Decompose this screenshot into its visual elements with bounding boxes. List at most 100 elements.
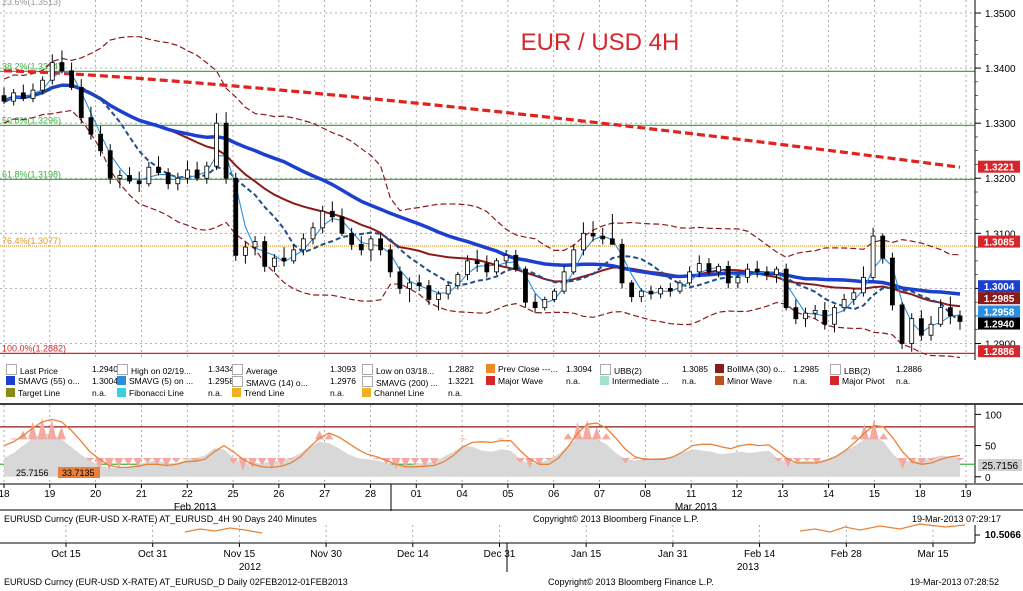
legend-value: 1.3434 (208, 364, 234, 374)
candle-body (204, 165, 210, 179)
legend-item: Major Wave (486, 376, 543, 387)
candle-body (677, 282, 683, 292)
mini-year-label: 2013 (737, 562, 760, 573)
legend-label: SMAVG (55) o... (18, 376, 80, 386)
mini-series-right (799, 523, 966, 533)
legend-label: High on 02/19... (131, 366, 192, 376)
osc-y-tick-label: 0 (985, 473, 991, 484)
legend-swatch (6, 388, 15, 397)
candle-body (271, 257, 277, 267)
osc-d-line (3, 418, 961, 469)
legend-value: 1.3004 (92, 376, 118, 386)
candle-body (300, 238, 306, 251)
candle-body (503, 254, 509, 262)
candle-body (783, 268, 789, 309)
candle-body (40, 79, 46, 91)
legend-swatch (362, 376, 373, 387)
candle-body (69, 70, 74, 88)
osc-overbought-fill (9, 417, 889, 440)
candle-body (339, 216, 345, 234)
upper-bollinger-band (3, 36, 961, 258)
x-tick-label: 14 (823, 489, 835, 500)
legend-swatch (362, 388, 371, 397)
legend-item: UBB(2) (600, 364, 642, 377)
legend-item: SMAVG (5) on ... (117, 376, 193, 387)
legend-swatch (830, 364, 841, 375)
legend-swatch (362, 364, 373, 375)
candle-body (513, 254, 519, 270)
price-tag (978, 345, 1020, 358)
legend-swatch (486, 376, 495, 385)
legend-label: BollMA (30) o... (727, 364, 786, 374)
candle-body (262, 241, 268, 267)
price-tag-label: 1.2985 (984, 294, 1015, 305)
legend-label: Channel Line (374, 388, 425, 398)
candle-body (938, 307, 944, 325)
candle-body (416, 282, 422, 287)
candle-body (291, 249, 297, 262)
legend-label: Average (246, 366, 278, 376)
candle-body (822, 310, 828, 325)
legend-item: Intermediate ... (600, 376, 669, 387)
legend-item: Channel Line (362, 388, 424, 399)
candle-body (426, 285, 432, 300)
candle-body (899, 304, 905, 344)
legend-value: n.a. (566, 376, 581, 386)
fib-label: 50.0%(1.3296) (2, 115, 61, 125)
candle-body (774, 268, 779, 276)
x-tick-label: 11 (686, 489, 697, 500)
legend-swatch (830, 376, 839, 385)
legend-swatch (715, 376, 724, 385)
candle-body (890, 257, 895, 306)
candle-body (117, 175, 123, 179)
sma200-line (3, 69, 961, 169)
legend-item: High on 02/19... (117, 364, 191, 377)
legend-value: 1.3085 (682, 364, 708, 374)
candle-body (832, 307, 837, 325)
price-tag (978, 292, 1020, 305)
candle-body (600, 235, 606, 240)
candle-body (638, 290, 644, 298)
osc-tag-swatch (58, 467, 100, 478)
candle-body (561, 271, 567, 292)
candle-body (194, 169, 200, 179)
legend-item: SMAVG (200) ... (362, 376, 438, 389)
price-tag-label: 1.2886 (984, 347, 1015, 358)
candle-body (30, 89, 36, 99)
candle-body (851, 292, 857, 300)
x-tick-label: 12 (731, 489, 743, 500)
legend-value: n.a. (682, 376, 697, 386)
legend-value: n.a. (208, 388, 223, 398)
fib-label: 38.2%(1.3394) (2, 61, 61, 71)
lower-bollinger-band (3, 109, 961, 359)
candle-body (909, 318, 915, 344)
mini-x-tick-label: Nov 30 (310, 549, 342, 560)
legend-swatch (117, 364, 128, 375)
y-tick-label: 1.3500 (985, 9, 1016, 20)
candle-body (725, 265, 731, 284)
candle-body (397, 271, 403, 289)
osc-oversold-fill (85, 458, 965, 471)
candle-body (465, 260, 470, 276)
candle-body (687, 271, 693, 284)
candle-body (861, 276, 866, 294)
candle-body (78, 86, 84, 119)
candle-body (716, 265, 721, 273)
legend-value: n.a. (92, 388, 107, 398)
candle-body (320, 210, 326, 229)
footer-line1-center: Copyright© 2013 Bloomberg Finance L.P. (533, 514, 699, 524)
footer-line2-left: EURUSD Curncy (EUR-USD X-RATE) AT_EURUSD… (4, 577, 348, 587)
candle-body (474, 260, 480, 265)
candle-body (310, 227, 316, 240)
x-tick-label: 18 (915, 489, 927, 500)
legend-label: Prev Close ---... (498, 364, 558, 374)
candle-body (445, 285, 451, 295)
candle-body (185, 169, 190, 179)
legend-label: UBB(2) (614, 366, 642, 376)
candle-body (764, 271, 770, 276)
candle-body (252, 241, 258, 248)
candle-body (107, 150, 113, 179)
fib-label: 76.4%(1.3077) (2, 236, 61, 246)
sma55-line (3, 83, 961, 296)
x-tick-label: 04 (457, 489, 469, 500)
